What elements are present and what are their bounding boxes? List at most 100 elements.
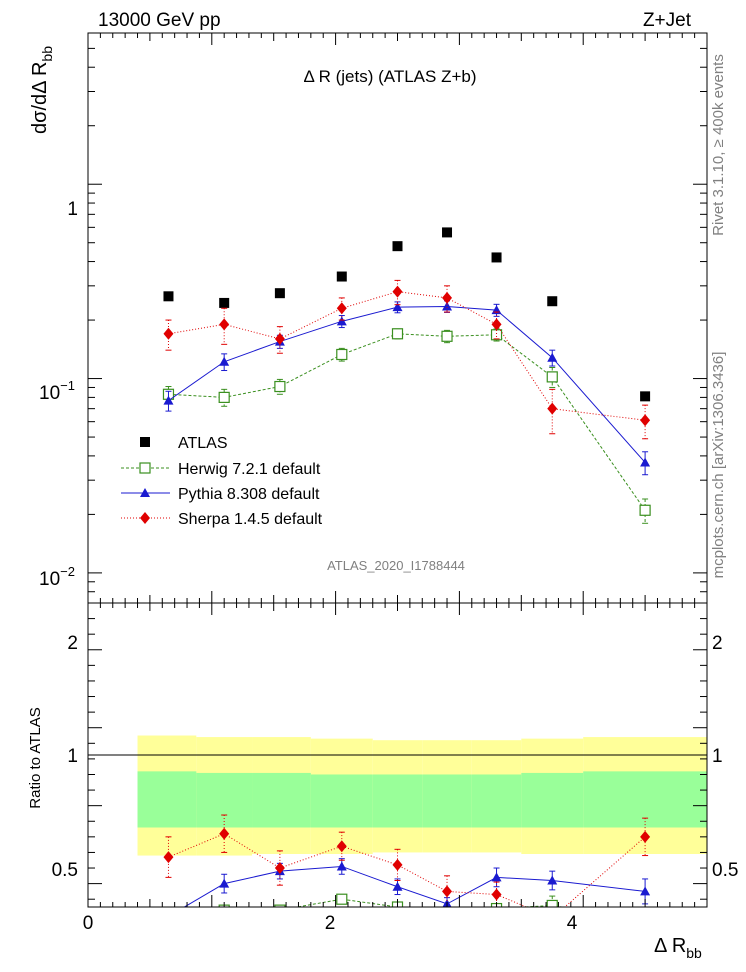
main-point-square [274,288,285,299]
main-data-layer [162,227,651,524]
main-series-line-1 [168,333,646,511]
ratio-uncertainty-bands [137,735,707,856]
x-tick-label-0: 0 [83,913,94,934]
ratio-band-inner [471,774,522,828]
ratio-ytick-label-right-2: 2 [712,633,723,654]
legend-marker-atlas [140,437,150,447]
legend-label-herwig: Herwig 7.2.1 default [178,461,321,478]
main-point-square [392,241,403,252]
ratio-y-axis-label: Ratio to ATLAS [27,707,44,808]
ratio-band-inner [196,772,253,828]
rivet-label: Rivet 3.1.10, ≥ 400k events [710,54,727,236]
main-point-square [442,227,453,238]
x-tick-labels: 0 2 4 [83,913,578,934]
legend-label-sherpa: Sherpa 1.4.5 default [178,511,323,528]
ratio-ytick-label-left-1: 1 [67,746,78,767]
ratio-point-open-square [640,916,650,926]
main-point-triangle [392,302,403,312]
legend-item-sherpa: Sherpa 1.4.5 default [121,511,323,528]
y-tick-label-0.01: 10−2 [39,564,75,590]
ratio-band-inner [372,774,423,828]
legend-label-pythia: Pythia 8.308 default [178,486,320,503]
process-label: Z+Jet [643,10,692,31]
plot-title: Δ R (jets) (ATLAS Z+b) [303,67,476,86]
ratio-point-open-square [442,911,452,921]
source-label: mcplots.cern.ch [arXiv:1306.3436] [710,352,727,579]
ratio-band-inner [252,772,311,828]
x-tick-label-4: 4 [567,913,578,934]
main-point-diamond [336,302,347,315]
main-point-diamond [547,402,558,415]
main-point-diamond [274,332,285,345]
main-point-triangle [163,395,174,405]
ratio-point-diamond [640,830,651,843]
ratio-point-diamond [219,827,230,840]
y-tick-label-1: 1 [67,199,78,220]
main-point-open-square [274,380,286,393]
ratio-point-triangle [336,861,347,871]
legend-label-atlas: ATLAS [178,435,228,452]
ratio-point-diamond [274,862,285,875]
main-point-open-square [639,504,651,516]
main-point-open-square [546,371,558,383]
ratio-plot-panel: Ratio to ATLAS Δ Rbb 2 1 0.5 2 1 0.5 0 2… [27,602,739,961]
main-point-open-square [441,330,453,342]
ratio-ytick-label-left-2: 2 [67,633,78,654]
main-point-diamond [392,285,403,298]
main-point-diamond [640,414,651,427]
legend: ATLAS Herwig 7.2.1 default Pythia 8.308 … [121,435,323,528]
ratio-series-line-1 [183,865,646,907]
main-point-triangle [640,457,651,467]
ratio-point-diamond [336,840,347,853]
main-point-triangle [547,352,558,362]
main-point-open-square [391,328,404,340]
ratio-ytick-label-right-1: 1 [712,746,723,767]
x-axis-label: Δ Rbb [654,935,702,961]
x-tick-label-2: 2 [325,913,336,934]
ratio-point-triangle [491,872,502,882]
ratio-band-inner [137,771,197,828]
ratio-point-triangle [392,881,403,891]
legend-item-pythia: Pythia 8.308 default [121,486,320,503]
main-point-triangle [336,316,347,326]
ratio-point-triangle [547,875,558,885]
y-tick-label-0.1: 10−1 [39,378,75,404]
main-axis-ticks [87,32,708,604]
ratio-point-diamond [547,912,557,924]
analysis-watermark: ATLAS_2020_I1788444 [327,558,465,573]
main-series-line-3 [168,291,646,421]
main-point-triangle [442,301,453,311]
main-point-open-square [336,348,348,361]
ratio-band-inner [310,774,373,828]
main-point-open-square [218,391,230,403]
main-point-square [336,271,347,282]
main-point-open-square [490,329,503,341]
main-series-line-2 [168,305,646,463]
ratio-point-diamond [442,885,453,898]
main-y-axis-label: dσ/dΔ Rbb [29,46,55,134]
legend-item-herwig: Herwig 7.2.1 default [121,461,321,478]
main-plot-panel: Δ R (jets) (ATLAS Z+b) ATLAS_2020_I17884… [29,32,708,604]
ratio-point-triangle [640,886,651,896]
main-point-square [640,391,651,402]
ratio-axis-ticks [87,603,708,907]
main-point-diamond [219,318,230,331]
ratio-point-open-square [546,899,558,907]
ratio-point-open-square [336,893,348,905]
ratio-point-diamond [491,888,502,901]
energy-label: 13000 GeV pp [98,10,221,31]
legend-marker-sherpa [140,512,150,524]
ratio-band-inner [422,774,472,828]
ratio-point-open-square [163,908,173,918]
main-point-triangle [219,356,230,366]
ratio-band-inner [521,772,584,828]
ratio-point-open-square [274,904,286,907]
main-point-diamond [163,327,174,340]
ratio-point-diamond [163,851,174,864]
ratio-ytick-label-right-0.5: 0.5 [712,860,738,881]
ratio-y-tick-labels: 2 1 0.5 2 1 0.5 [52,633,739,881]
ratio-point-diamond [392,858,403,871]
main-point-square [547,296,558,307]
ratio-ytick-label-left-0.5: 0.5 [52,860,78,881]
